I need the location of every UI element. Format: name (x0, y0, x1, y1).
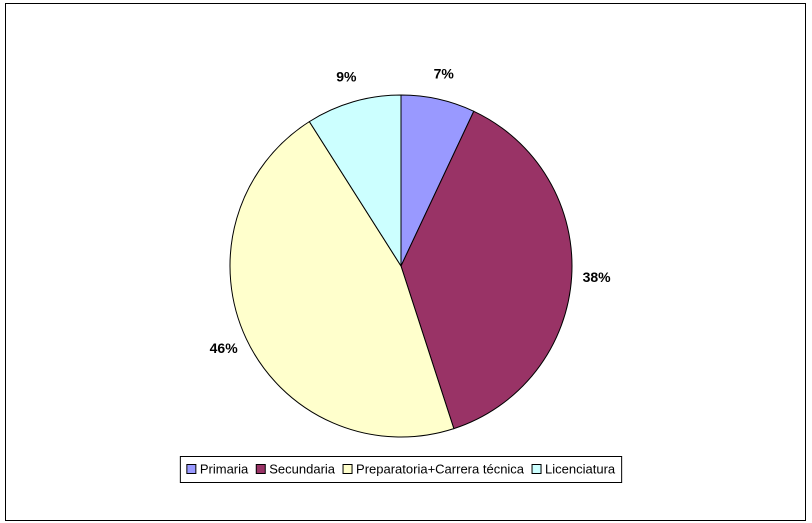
pie-slice (400, 110, 573, 430)
legend-label: Primaria (200, 461, 249, 476)
data-label: 9% (336, 68, 357, 84)
legend-swatch (186, 464, 197, 474)
pie-slice (308, 94, 402, 268)
data-label: 7% (434, 65, 455, 81)
legend-label: Secundaria (269, 461, 336, 476)
legend-swatch (342, 464, 353, 474)
legend: Primaria Secundaria Preparatoria+Carrera t… (179, 456, 623, 483)
legend-box (179, 456, 623, 483)
legend-swatch (255, 464, 266, 474)
legend-label: Licenciatura (545, 461, 616, 476)
legend-label: Preparatoria+Carrera técnica (356, 461, 525, 476)
legend-swatch (531, 464, 542, 474)
pie-slice (229, 120, 455, 438)
data-label: 38% (583, 269, 612, 285)
data-label: 46% (210, 340, 239, 356)
